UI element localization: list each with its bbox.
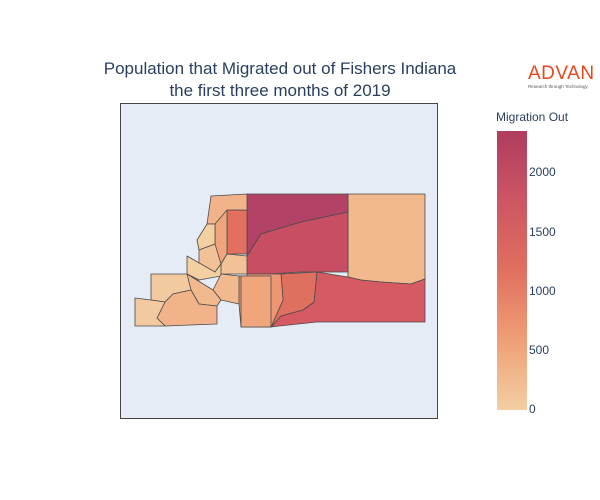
map-plot-area[interactable] xyxy=(120,103,438,419)
choropleth-map xyxy=(134,193,426,328)
title-line-2: the first three months of 2019 xyxy=(169,81,391,100)
region-far-west xyxy=(134,297,166,327)
region-mid-3 xyxy=(212,273,240,305)
colorbar-tick-500: 500 xyxy=(529,343,550,357)
colorbar-tick-2000: 2000 xyxy=(529,165,556,179)
chart-title: Population that Migrated out of Fishers … xyxy=(60,58,500,102)
region-mid-1 xyxy=(220,253,248,275)
region-south-center xyxy=(240,275,272,328)
colorbar-tick-1000: 1000 xyxy=(529,284,556,298)
logo-wordmark: ADVAN xyxy=(528,63,595,84)
colorbar-tick-0: 0 xyxy=(529,402,536,416)
colorbar-gradient xyxy=(497,131,527,410)
title-line-1: Population that Migrated out of Fishers … xyxy=(103,59,457,78)
region-west-tall-strip xyxy=(226,209,248,255)
colorbar-tick-1500: 1500 xyxy=(529,225,556,239)
region-northeast xyxy=(347,193,426,285)
colorbar-title: Migration Out xyxy=(496,110,569,124)
advan-logo: ADVAN Research through Technology xyxy=(528,64,598,90)
logo-tagline: Research through Technology xyxy=(528,84,588,89)
